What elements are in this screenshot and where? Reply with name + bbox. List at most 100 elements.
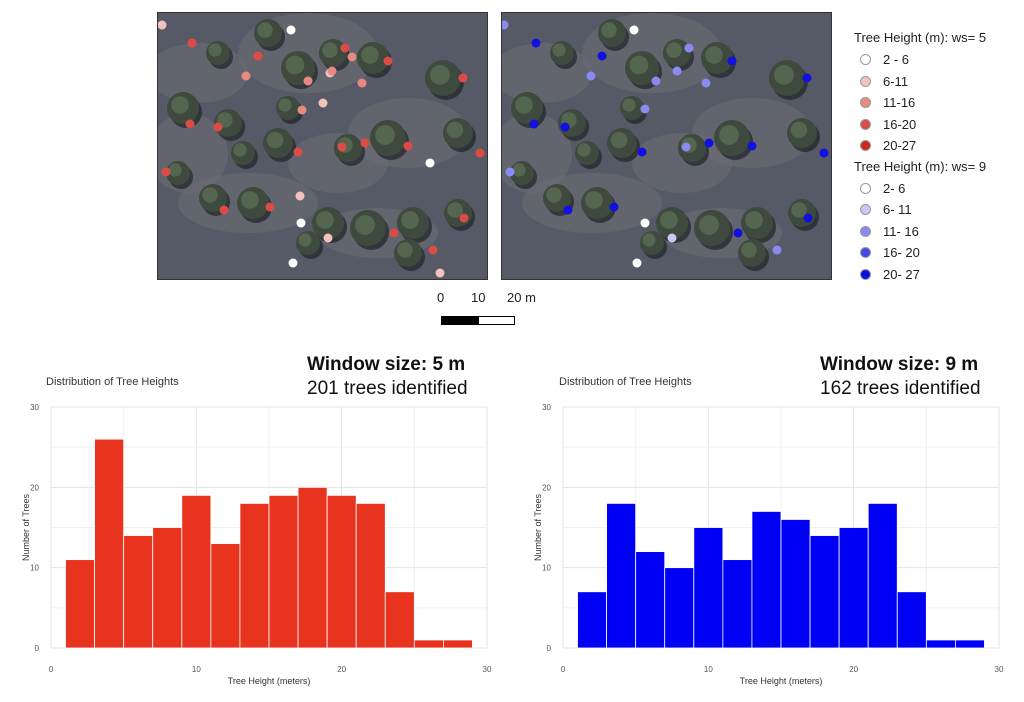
tree-highlight	[298, 233, 312, 247]
tree-height-point	[253, 51, 263, 61]
tree-height-point	[327, 66, 337, 76]
histogram-bar	[123, 535, 154, 649]
tree-height-point	[318, 98, 328, 108]
tree-height-point	[505, 167, 515, 177]
legend-dot	[860, 75, 871, 87]
histogram-bar	[809, 535, 840, 649]
tree-highlight	[666, 42, 682, 58]
histogram-bar	[384, 591, 415, 649]
x-tick-label: 20	[337, 665, 346, 674]
x-tick-label: 30	[483, 665, 492, 674]
histogram-bar	[577, 591, 607, 649]
legend-label: 16-20	[883, 116, 917, 132]
scale-label-10: 10	[471, 290, 486, 305]
tree-highlight	[168, 163, 182, 177]
tree-map-ws5	[157, 12, 488, 280]
tree-height-point	[632, 258, 642, 268]
tree-highlight	[790, 121, 808, 139]
tree-height-point	[609, 202, 619, 212]
scale-segment-white	[478, 316, 515, 325]
headline-right: Window size: 9 m 162 trees identified	[820, 353, 981, 401]
tree-highlight	[316, 211, 334, 229]
tree-highlight	[401, 211, 419, 229]
tree-height-point	[265, 202, 275, 212]
tree-height-point	[303, 76, 313, 86]
x-tick-label: 10	[192, 665, 201, 674]
y-axis-label: Number of Trees	[533, 493, 543, 561]
legend-dot	[860, 204, 871, 216]
tree-height-point	[704, 138, 714, 148]
tree-height-point	[684, 43, 694, 53]
tree-height-point	[340, 43, 350, 53]
window-size-right: Window size: 9 m	[820, 354, 979, 375]
tree-highlight	[285, 55, 305, 75]
histogram-bar	[606, 503, 637, 649]
map-legend: Tree Height (m): ws= 5 2 - 6 6-11 11-16 …	[854, 30, 986, 287]
tree-highlight	[546, 187, 562, 203]
legend-label: 11- 16	[883, 223, 919, 239]
y-tick-label: 30	[542, 403, 551, 412]
histogram-bar	[780, 519, 811, 649]
tree-height-point	[802, 73, 812, 83]
tree-map-ws5-canvas	[158, 13, 487, 279]
tree-height-point	[383, 56, 393, 66]
legend-dot	[860, 140, 871, 152]
tree-map-ws9-canvas	[502, 13, 831, 279]
tree-height-point	[531, 38, 541, 48]
tree-highlight	[446, 121, 464, 139]
tree-highlight	[171, 96, 189, 114]
tree-height-point	[347, 52, 357, 62]
legend-ws9-item: 20- 27	[854, 264, 986, 286]
tree-height-point	[733, 228, 743, 238]
histogram-bar	[326, 494, 357, 649]
tree-height-point	[213, 122, 223, 132]
tree-highlight	[322, 42, 338, 58]
scale-bar: 0 10 20 m	[437, 290, 550, 330]
tree-highlight	[745, 211, 763, 229]
legend-ws9-item: 11- 16	[854, 221, 986, 243]
tree-highlight	[430, 65, 450, 85]
scale-segment-black	[441, 316, 479, 325]
histogram-bar	[152, 527, 183, 649]
legend-label: 2 - 6	[883, 52, 910, 68]
tree-count-right: 162 trees identified	[820, 378, 981, 399]
legend-label: 16- 20	[883, 245, 920, 261]
histogram-bar	[693, 527, 724, 649]
histogram-bar	[838, 527, 869, 649]
x-tick-label: 30	[995, 665, 1004, 674]
tree-height-point	[428, 245, 438, 255]
histogram-ws5: 0 10 20 30 0 10 20 30 Tree Height (meters) Number…	[21, 403, 492, 686]
tree-height-point	[637, 147, 647, 157]
tree-highlight	[642, 233, 656, 247]
legend-ws5-item: 16-20	[854, 114, 986, 136]
histogram-bar	[954, 639, 985, 649]
tree-height-point	[629, 25, 639, 35]
tree-highlight	[361, 46, 379, 64]
legend-dot	[860, 54, 871, 66]
legend-ws5-item: 2 - 6	[854, 49, 986, 71]
y-tick-label: 10	[542, 564, 551, 573]
y-tick-label: 10	[30, 564, 39, 573]
legend-ws5-item: 6-11	[854, 71, 986, 93]
tree-height-point	[772, 245, 782, 255]
legend-dot	[860, 225, 871, 237]
tree-highlight	[266, 131, 284, 149]
legend-label: 20-27	[883, 138, 917, 154]
histogram-bar	[751, 511, 782, 649]
tree-highlight	[629, 55, 649, 75]
y-axis-label: Number of Trees	[21, 493, 31, 561]
y-tick-label: 20	[30, 483, 39, 492]
tree-highlight	[257, 22, 273, 38]
tree-height-point	[158, 20, 167, 30]
x-axis-label: Tree Height (meters)	[228, 676, 311, 686]
chart-title-left: Distribution of Tree Heights	[46, 376, 179, 388]
tree-highlight	[241, 191, 259, 209]
x-axis-label: Tree Height (meters)	[740, 676, 823, 686]
tree-height-point	[288, 258, 298, 268]
tree-highlight	[202, 187, 218, 203]
tree-height-point	[185, 119, 195, 129]
tree-height-point	[563, 205, 573, 215]
tree-highlight	[208, 43, 222, 57]
y-tick-label: 0	[35, 644, 40, 653]
tree-height-point	[529, 119, 539, 129]
